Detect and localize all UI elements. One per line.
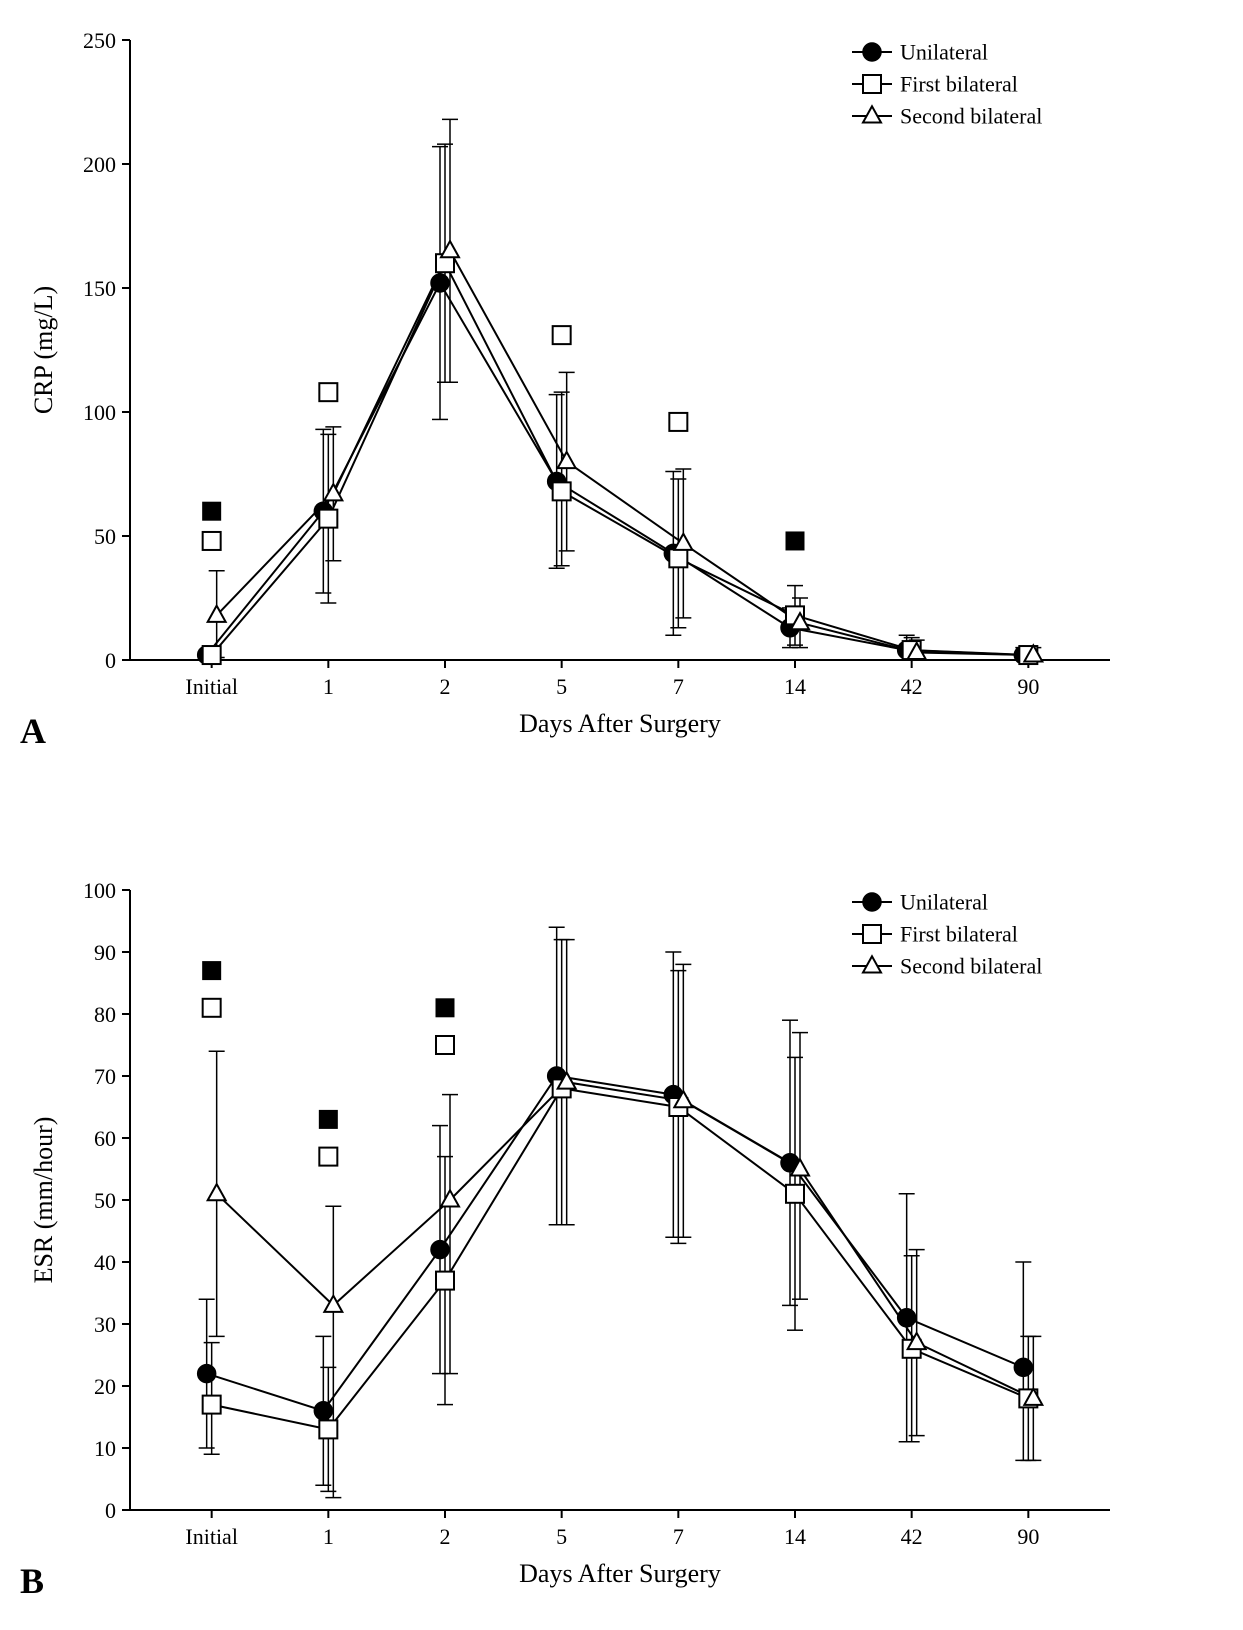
- data-marker: [898, 1309, 916, 1327]
- data-marker: [441, 241, 459, 257]
- significance-marker: [436, 999, 454, 1017]
- data-marker: [208, 1184, 226, 1200]
- y-tick-label: 100: [83, 400, 116, 425]
- series-line: [212, 263, 1029, 655]
- y-tick-label: 250: [83, 28, 116, 53]
- x-tick-label: Initial: [185, 1524, 238, 1549]
- x-axis-label: Days After Surgery: [519, 709, 721, 738]
- legend-item: Unilateral: [852, 890, 988, 915]
- data-marker: [198, 1365, 216, 1383]
- data-marker: [203, 1396, 221, 1414]
- data-marker: [1014, 1358, 1032, 1376]
- significance-marker: [319, 1110, 337, 1128]
- significance-marker: [786, 532, 804, 550]
- y-tick-label: 30: [94, 1312, 116, 1337]
- legend-label: First bilateral: [900, 922, 1018, 947]
- y-tick-label: 20: [94, 1374, 116, 1399]
- x-tick-label: Initial: [185, 674, 238, 699]
- y-axis-label: ESR (mm/hour): [29, 1117, 58, 1284]
- y-tick-label: 100: [83, 878, 116, 903]
- y-axis-label: CRP (mg/L): [29, 286, 58, 414]
- significance-marker: [203, 532, 221, 550]
- significance-marker: [203, 502, 221, 520]
- legend-label: Unilateral: [900, 40, 988, 65]
- data-marker: [203, 646, 221, 664]
- y-tick-label: 70: [94, 1064, 116, 1089]
- chart-panel-a: 0 50 100 150 200 250 Initial 1 2 5 7 14 42 90 Days Aft…: [0, 0, 1243, 780]
- significance-marker: [319, 1148, 337, 1166]
- y-tick-label: 80: [94, 1002, 116, 1027]
- x-tick-label: 90: [1017, 1524, 1039, 1549]
- x-tick-label: 7: [673, 674, 684, 699]
- x-tick-label: 14: [784, 1524, 806, 1549]
- data-marker: [674, 534, 692, 550]
- legend-label: First bilateral: [900, 72, 1018, 97]
- chart-panel-b: 0 10 20 30 40 50 60 70 80 90 100 Initial 1 2 5 7 14 42 90 D…: [0, 850, 1243, 1630]
- data-marker: [786, 1185, 804, 1203]
- x-tick-label: 5: [556, 1524, 567, 1549]
- significance-marker: [203, 999, 221, 1017]
- y-tick-label: 50: [94, 1188, 116, 1213]
- significance-marker: [319, 383, 337, 401]
- y-tick-label: 10: [94, 1436, 116, 1461]
- y-tick-label: 60: [94, 1126, 116, 1151]
- data-marker: [553, 482, 571, 500]
- significance-marker: [203, 962, 221, 980]
- significance-marker: [436, 1036, 454, 1054]
- data-marker: [436, 1272, 454, 1290]
- y-tick-label: 200: [83, 152, 116, 177]
- data-marker: [431, 1241, 449, 1259]
- data-marker: [314, 1402, 332, 1420]
- x-tick-label: 7: [673, 1524, 684, 1549]
- panel-label-b: B: [20, 1560, 44, 1602]
- series-line: [207, 283, 1024, 655]
- legend-item: First bilateral: [852, 72, 1018, 97]
- legend-label: Second bilateral: [900, 954, 1042, 979]
- y-tick-label: 40: [94, 1250, 116, 1275]
- legend-item: Unilateral: [852, 40, 988, 65]
- x-tick-label: 2: [440, 1524, 451, 1549]
- y-tick-label: 50: [94, 524, 116, 549]
- panel-label-a: A: [20, 710, 46, 752]
- data-marker: [558, 452, 576, 468]
- legend-label: Second bilateral: [900, 104, 1042, 129]
- legend-item: First bilateral: [852, 922, 1018, 947]
- series-line: [212, 1088, 1029, 1429]
- x-tick-label: 42: [901, 1524, 923, 1549]
- x-tick-label: 2: [440, 674, 451, 699]
- y-tick-label: 150: [83, 276, 116, 301]
- x-tick-label: 14: [784, 674, 806, 699]
- data-marker: [319, 1420, 337, 1438]
- series-line: [217, 251, 1034, 655]
- significance-marker: [553, 326, 571, 344]
- x-tick-label: 90: [1017, 674, 1039, 699]
- y-tick-label: 90: [94, 940, 116, 965]
- significance-marker: [669, 413, 687, 431]
- data-marker: [669, 549, 687, 567]
- x-tick-label: 42: [901, 674, 923, 699]
- x-tick-label: 1: [323, 1524, 334, 1549]
- legend-label: Unilateral: [900, 890, 988, 915]
- x-tick-label: 5: [556, 674, 567, 699]
- legend-item: Second bilateral: [852, 104, 1042, 129]
- data-marker: [431, 274, 449, 292]
- x-tick-label: 1: [323, 674, 334, 699]
- data-marker: [319, 510, 337, 528]
- y-tick-label: 0: [105, 1498, 116, 1523]
- x-axis-label: Days After Surgery: [519, 1559, 721, 1588]
- y-tick-label: 0: [105, 648, 116, 673]
- legend-item: Second bilateral: [852, 954, 1042, 979]
